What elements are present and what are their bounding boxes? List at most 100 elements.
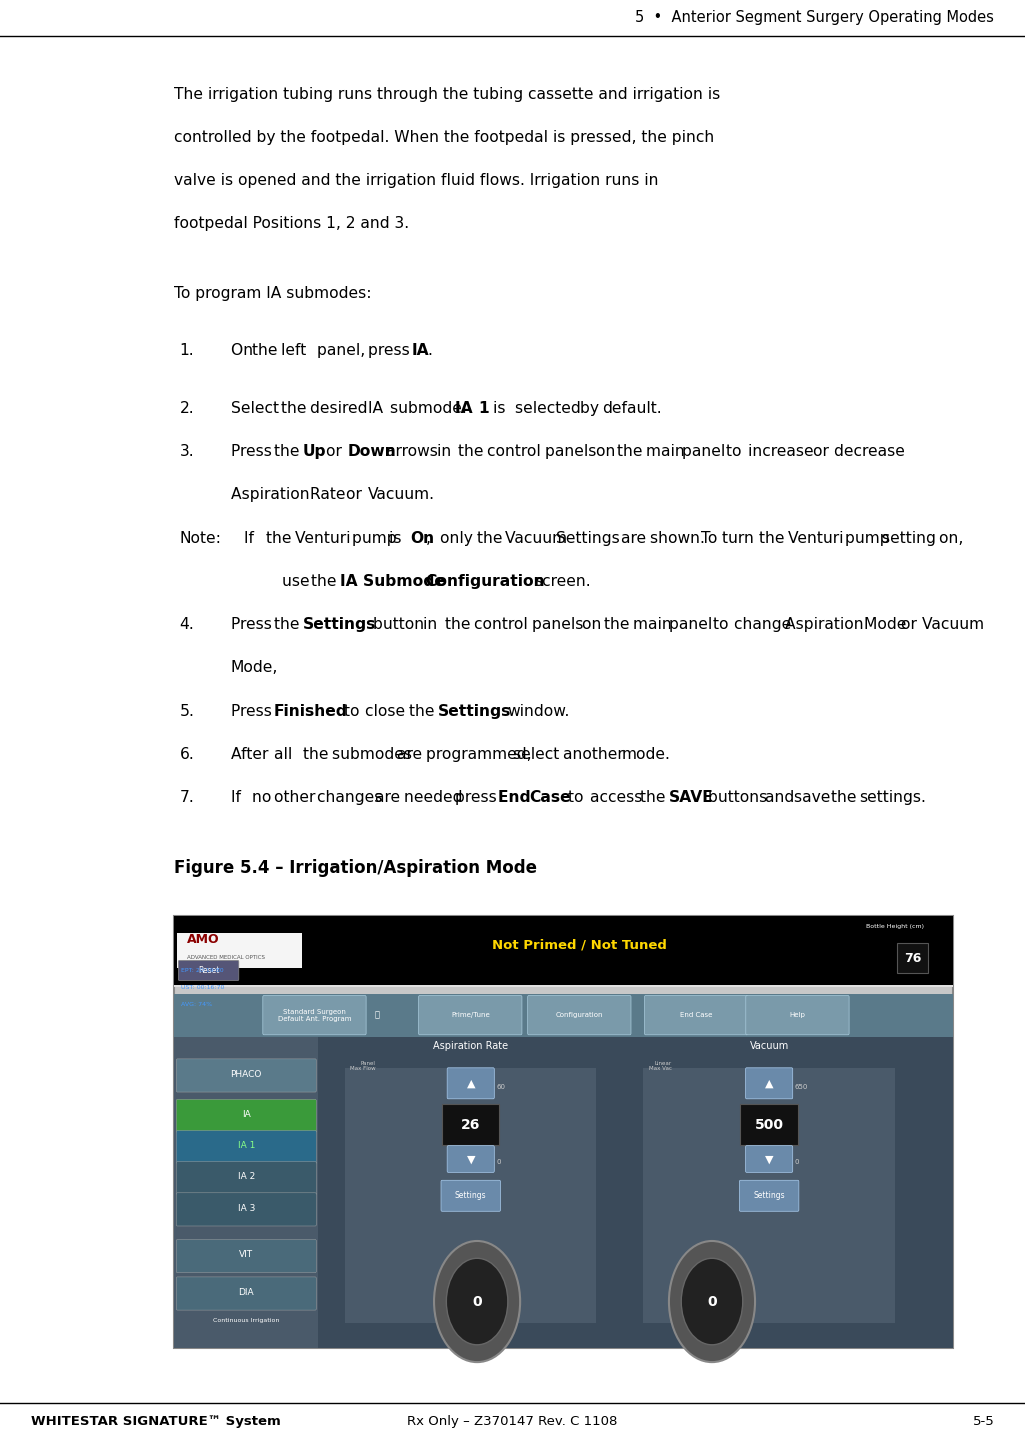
Text: are: are <box>397 747 427 761</box>
Text: Press: Press <box>231 617 277 632</box>
Text: On: On <box>410 531 435 545</box>
FancyBboxPatch shape <box>319 1037 953 1348</box>
Text: Settings: Settings <box>753 1191 785 1200</box>
Text: Linear
Max Vac: Linear Max Vac <box>649 1061 671 1071</box>
Text: or: or <box>813 444 833 459</box>
Text: Help: Help <box>789 1012 806 1018</box>
Text: Aspiration: Aspiration <box>231 487 314 502</box>
Text: main: main <box>633 617 677 632</box>
Text: on: on <box>596 444 620 459</box>
Text: the: the <box>409 704 439 718</box>
FancyBboxPatch shape <box>174 985 953 988</box>
Text: 76: 76 <box>904 952 921 965</box>
Circle shape <box>446 1259 507 1345</box>
Text: WHITESTAR SIGNATURE™ System: WHITESTAR SIGNATURE™ System <box>31 1415 281 1428</box>
Text: ▲: ▲ <box>466 1079 475 1089</box>
Text: the: the <box>265 531 296 545</box>
Text: The irrigation tubing runs through the tubing cassette and irrigation is: The irrigation tubing runs through the t… <box>174 87 721 101</box>
Text: selected: selected <box>515 401 585 415</box>
Text: 6.: 6. <box>179 747 194 761</box>
Text: are: are <box>621 531 651 545</box>
Text: Finished: Finished <box>274 704 347 718</box>
Text: Reset: Reset <box>198 966 219 975</box>
Text: Continuous Irrigation: Continuous Irrigation <box>213 1318 280 1324</box>
Text: only: only <box>441 531 478 545</box>
FancyBboxPatch shape <box>644 1069 895 1324</box>
Text: UST: 00:16:70: UST: 00:16:70 <box>181 985 224 989</box>
Text: pump: pump <box>846 531 895 545</box>
Text: increase: increase <box>747 444 818 459</box>
FancyBboxPatch shape <box>441 1181 500 1211</box>
Text: IA 1: IA 1 <box>238 1141 255 1151</box>
Text: IA: IA <box>411 343 429 358</box>
Text: Settings: Settings <box>303 617 376 632</box>
FancyBboxPatch shape <box>739 1181 798 1211</box>
Text: Rate: Rate <box>311 487 351 502</box>
Text: is: is <box>493 401 510 415</box>
Text: footpedal Positions 1, 2 and 3.: footpedal Positions 1, 2 and 3. <box>174 216 409 231</box>
Text: panel,: panel, <box>318 343 371 358</box>
Text: 1: 1 <box>479 401 489 415</box>
Text: Vacuum: Vacuum <box>749 1041 789 1051</box>
Circle shape <box>434 1242 520 1363</box>
Text: decrease: decrease <box>834 444 910 459</box>
Text: After: After <box>231 747 273 761</box>
Text: close: close <box>365 704 410 718</box>
Text: EPT: 20:19:80: EPT: 20:19:80 <box>181 968 224 972</box>
Text: Venturi: Venturi <box>294 531 355 545</box>
Text: Submode: Submode <box>363 574 450 588</box>
Text: 2.: 2. <box>179 401 194 415</box>
Text: the: the <box>758 531 789 545</box>
Text: To: To <box>701 531 722 545</box>
FancyBboxPatch shape <box>528 995 631 1035</box>
Text: ▼: ▼ <box>466 1154 475 1164</box>
Text: programmed,: programmed, <box>426 747 536 761</box>
Text: ▼: ▼ <box>765 1154 774 1164</box>
Text: is: is <box>388 531 406 545</box>
Text: the: the <box>830 790 861 805</box>
Text: to: to <box>343 704 364 718</box>
Text: 5-5: 5-5 <box>973 1415 994 1428</box>
Text: needed: needed <box>404 790 467 805</box>
Text: Press: Press <box>231 444 277 459</box>
FancyBboxPatch shape <box>442 1105 499 1145</box>
Text: the: the <box>281 401 312 415</box>
Text: press: press <box>455 790 501 805</box>
Text: select: select <box>512 747 564 761</box>
Text: other: other <box>274 790 320 805</box>
Text: press: press <box>368 343 415 358</box>
Text: 5.: 5. <box>179 704 195 718</box>
Text: another: another <box>564 747 629 761</box>
Text: ,: , <box>426 531 436 545</box>
Text: Vacuum: Vacuum <box>922 617 989 632</box>
FancyBboxPatch shape <box>176 1099 317 1132</box>
Text: Up: Up <box>303 444 327 459</box>
Text: in: in <box>437 444 456 459</box>
Text: SAVE: SAVE <box>669 790 713 805</box>
Text: Not Primed / Not Tuned: Not Primed / Not Tuned <box>492 939 667 952</box>
Text: to: to <box>726 444 746 459</box>
Text: screen.: screen. <box>534 574 591 588</box>
Text: Vacuum.: Vacuum. <box>368 487 435 502</box>
Text: Press: Press <box>231 704 277 718</box>
FancyBboxPatch shape <box>174 1037 319 1348</box>
Text: buttons: buttons <box>707 790 772 805</box>
Text: control: control <box>474 617 533 632</box>
Text: to: to <box>568 790 588 805</box>
Text: access: access <box>589 790 647 805</box>
Text: panels: panels <box>532 617 588 632</box>
Text: submodes: submodes <box>332 747 417 761</box>
Text: Figure 5.4 – Irrigation/Aspiration Mode: Figure 5.4 – Irrigation/Aspiration Mode <box>174 859 537 877</box>
Text: shown.: shown. <box>650 531 710 545</box>
Text: 26: 26 <box>461 1118 481 1132</box>
Text: IA 3: IA 3 <box>238 1204 255 1213</box>
Text: the: the <box>477 531 507 545</box>
Text: save: save <box>794 790 835 805</box>
FancyBboxPatch shape <box>262 995 366 1035</box>
Text: Settings: Settings <box>438 704 511 718</box>
Text: 🔒: 🔒 <box>374 1011 379 1019</box>
Text: Configuration: Configuration <box>556 1012 603 1018</box>
FancyBboxPatch shape <box>176 1162 317 1195</box>
Text: Case: Case <box>530 790 571 805</box>
Text: the: the <box>458 444 489 459</box>
